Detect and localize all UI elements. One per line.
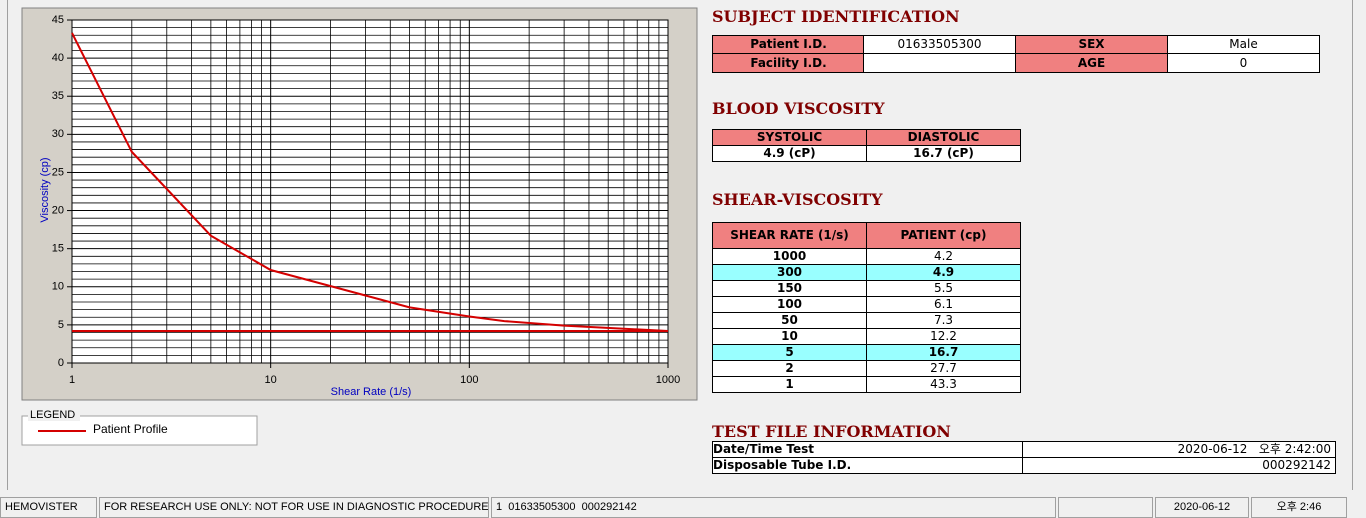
column-header: SYSTOLIC bbox=[712, 129, 867, 146]
left-border bbox=[7, 0, 8, 490]
column-header: SHEAR RATE (1/s) bbox=[712, 222, 867, 249]
field-value: 0 bbox=[1167, 53, 1320, 73]
field-label: Disposable Tube I.D. bbox=[712, 457, 1023, 474]
field-label: SEX bbox=[1015, 35, 1168, 54]
y-tick-label: 10 bbox=[52, 281, 64, 293]
rate-cell: 5 bbox=[712, 344, 867, 361]
plot-area bbox=[72, 20, 668, 363]
legend-title-bg bbox=[28, 409, 80, 421]
status-panel: 오후 2:46 bbox=[1251, 497, 1347, 518]
series-line bbox=[71, 32, 669, 332]
x-tick-label: 1 bbox=[69, 374, 75, 386]
x-tick-label: 10 bbox=[265, 374, 277, 386]
status-panel bbox=[1058, 497, 1153, 518]
legend-label: Patient Profile bbox=[93, 422, 168, 436]
value-cell: 16.7 (cP) bbox=[866, 145, 1021, 162]
rate-cell: 2 bbox=[712, 360, 867, 377]
field-label: Date/Time Test bbox=[712, 441, 1023, 458]
x-tick-label: 100 bbox=[460, 374, 478, 386]
plot-frame bbox=[71, 19, 669, 364]
field-label: AGE bbox=[1015, 53, 1168, 73]
field-value: Male bbox=[1167, 35, 1320, 54]
viscosity-cell: 43.3 bbox=[866, 376, 1021, 393]
y-tick-label: 0 bbox=[58, 357, 64, 369]
y-tick-label: 30 bbox=[52, 128, 64, 140]
section-title: TEST FILE INFORMATION bbox=[712, 422, 951, 441]
field-label: Patient I.D. bbox=[712, 35, 865, 54]
y-axis-label: Viscosity (cp) bbox=[39, 157, 51, 222]
viscosity-cell: 4.9 bbox=[866, 264, 1021, 281]
rate-cell: 100 bbox=[712, 296, 867, 313]
y-tick-label: 5 bbox=[58, 319, 64, 331]
legend-title: LEGEND bbox=[30, 409, 75, 421]
y-tick-label: 20 bbox=[52, 204, 64, 216]
y-tick-label: 45 bbox=[52, 14, 64, 26]
viscosity-cell: 6.1 bbox=[866, 296, 1021, 313]
status-panel: 2020-06-12 bbox=[1155, 497, 1249, 518]
x-tick-label: 1000 bbox=[656, 374, 680, 386]
y-tick-label: 35 bbox=[52, 90, 64, 102]
rate-cell: 10 bbox=[712, 328, 867, 345]
right-border bbox=[1352, 0, 1353, 490]
field-value: 2020-06-12 오후 2:42:00 bbox=[1022, 441, 1336, 458]
value-cell: 4.9 (cP) bbox=[712, 145, 867, 162]
y-tick-label: 25 bbox=[52, 166, 64, 178]
viscosity-cell: 12.2 bbox=[866, 328, 1021, 345]
chart: Viscosity (cp) Shear Rate (1/s) LEGEND P… bbox=[21, 7, 698, 446]
status-panel: 1 01633505300 000292142 bbox=[491, 497, 1056, 518]
status-panel: FOR RESEARCH USE ONLY: NOT FOR USE IN DI… bbox=[99, 497, 489, 518]
field-value: 000292142 bbox=[1022, 457, 1336, 474]
viscosity-cell: 5.5 bbox=[866, 280, 1021, 297]
y-tick-label: 15 bbox=[52, 243, 64, 255]
rate-cell: 300 bbox=[712, 264, 867, 281]
field-label: Facility I.D. bbox=[712, 53, 865, 73]
section-title: BLOOD VISCOSITY bbox=[712, 99, 885, 118]
section-title: SUBJECT IDENTIFICATION bbox=[712, 7, 960, 26]
section-title: SHEAR-VISCOSITY bbox=[712, 190, 883, 209]
viscosity-cell: 16.7 bbox=[866, 344, 1021, 361]
viscosity-cell: 27.7 bbox=[866, 360, 1021, 377]
rate-cell: 1 bbox=[712, 376, 867, 393]
rate-cell: 1000 bbox=[712, 248, 867, 265]
field-value bbox=[863, 53, 1016, 73]
rate-cell: 50 bbox=[712, 312, 867, 329]
viscosity-cell: 4.2 bbox=[866, 248, 1021, 265]
status-panel: HEMOVISTER bbox=[0, 497, 97, 518]
y-tick-label: 40 bbox=[52, 52, 64, 64]
x-axis-label: Shear Rate (1/s) bbox=[331, 386, 412, 398]
field-value: 01633505300 bbox=[863, 35, 1016, 54]
viscosity-cell: 7.3 bbox=[866, 312, 1021, 329]
column-header: DIASTOLIC bbox=[866, 129, 1021, 146]
rate-cell: 150 bbox=[712, 280, 867, 297]
column-header: PATIENT (cp) bbox=[866, 222, 1021, 249]
